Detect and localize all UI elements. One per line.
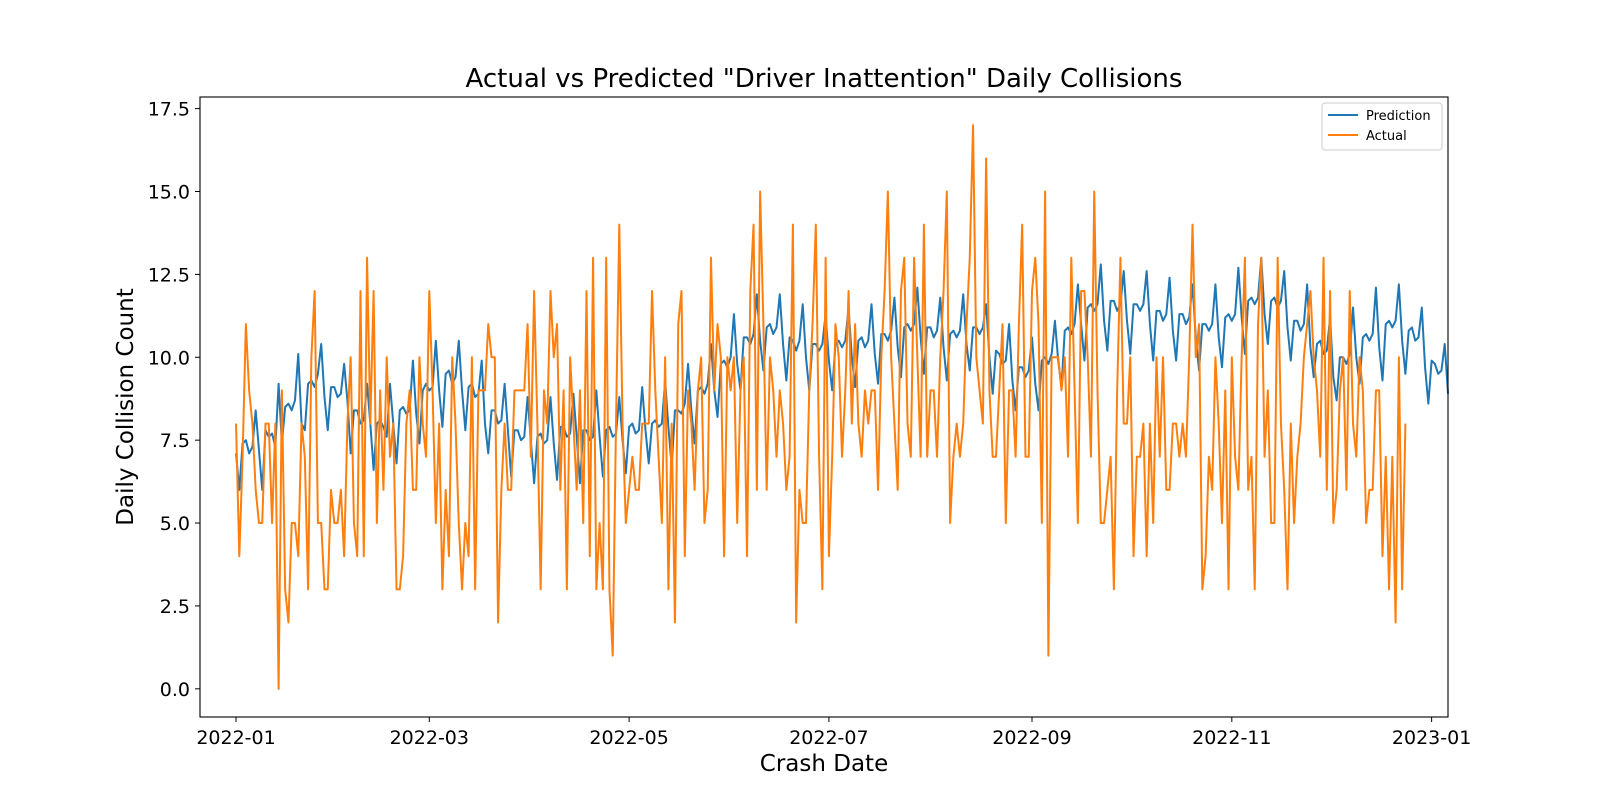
legend-label-prediction: Prediction <box>1366 109 1431 124</box>
y-tick-label: 2.5 <box>160 596 190 618</box>
x-tick-label: 2022-03 <box>390 727 469 749</box>
x-tick-label: 2023-01 <box>1392 727 1471 749</box>
x-tick-label: 2022-11 <box>1192 727 1271 749</box>
plot-frame <box>199 96 1449 718</box>
chart-title: Actual vs Predicted "Driver Inattention"… <box>466 64 1183 94</box>
x-axis: 2022-01 2022-03 2022-05 2022-07 2022-09 2022-… <box>196 717 1471 749</box>
x-axis-label: Crash Date <box>760 751 888 777</box>
y-tick-label: 15.0 <box>148 181 190 203</box>
x-tick-label: 2022-09 <box>992 727 1071 749</box>
x-tick-label: 2022-01 <box>196 727 275 749</box>
x-tick-label: 2022-05 <box>589 727 668 749</box>
plot-lines <box>235 124 1449 690</box>
y-tick-label: 0.0 <box>160 679 190 701</box>
y-tick-label: 7.5 <box>160 430 190 452</box>
x-tick-label: 2022-07 <box>789 727 868 749</box>
legend-label-actual: Actual <box>1366 129 1407 144</box>
y-tick-label: 12.5 <box>148 264 190 286</box>
legend: Prediction Actual <box>1321 102 1443 151</box>
y-tick-label: 17.5 <box>148 99 190 121</box>
y-tick-label: 10.0 <box>148 347 190 369</box>
y-axis: 0.0 2.5 5.0 7.5 10.0 12.5 15.0 17.5 <box>148 99 200 701</box>
y-tick-label: 5.0 <box>160 513 190 535</box>
series-line-actual <box>235 124 1407 690</box>
y-axis-label: Daily Collision Count <box>113 288 139 525</box>
